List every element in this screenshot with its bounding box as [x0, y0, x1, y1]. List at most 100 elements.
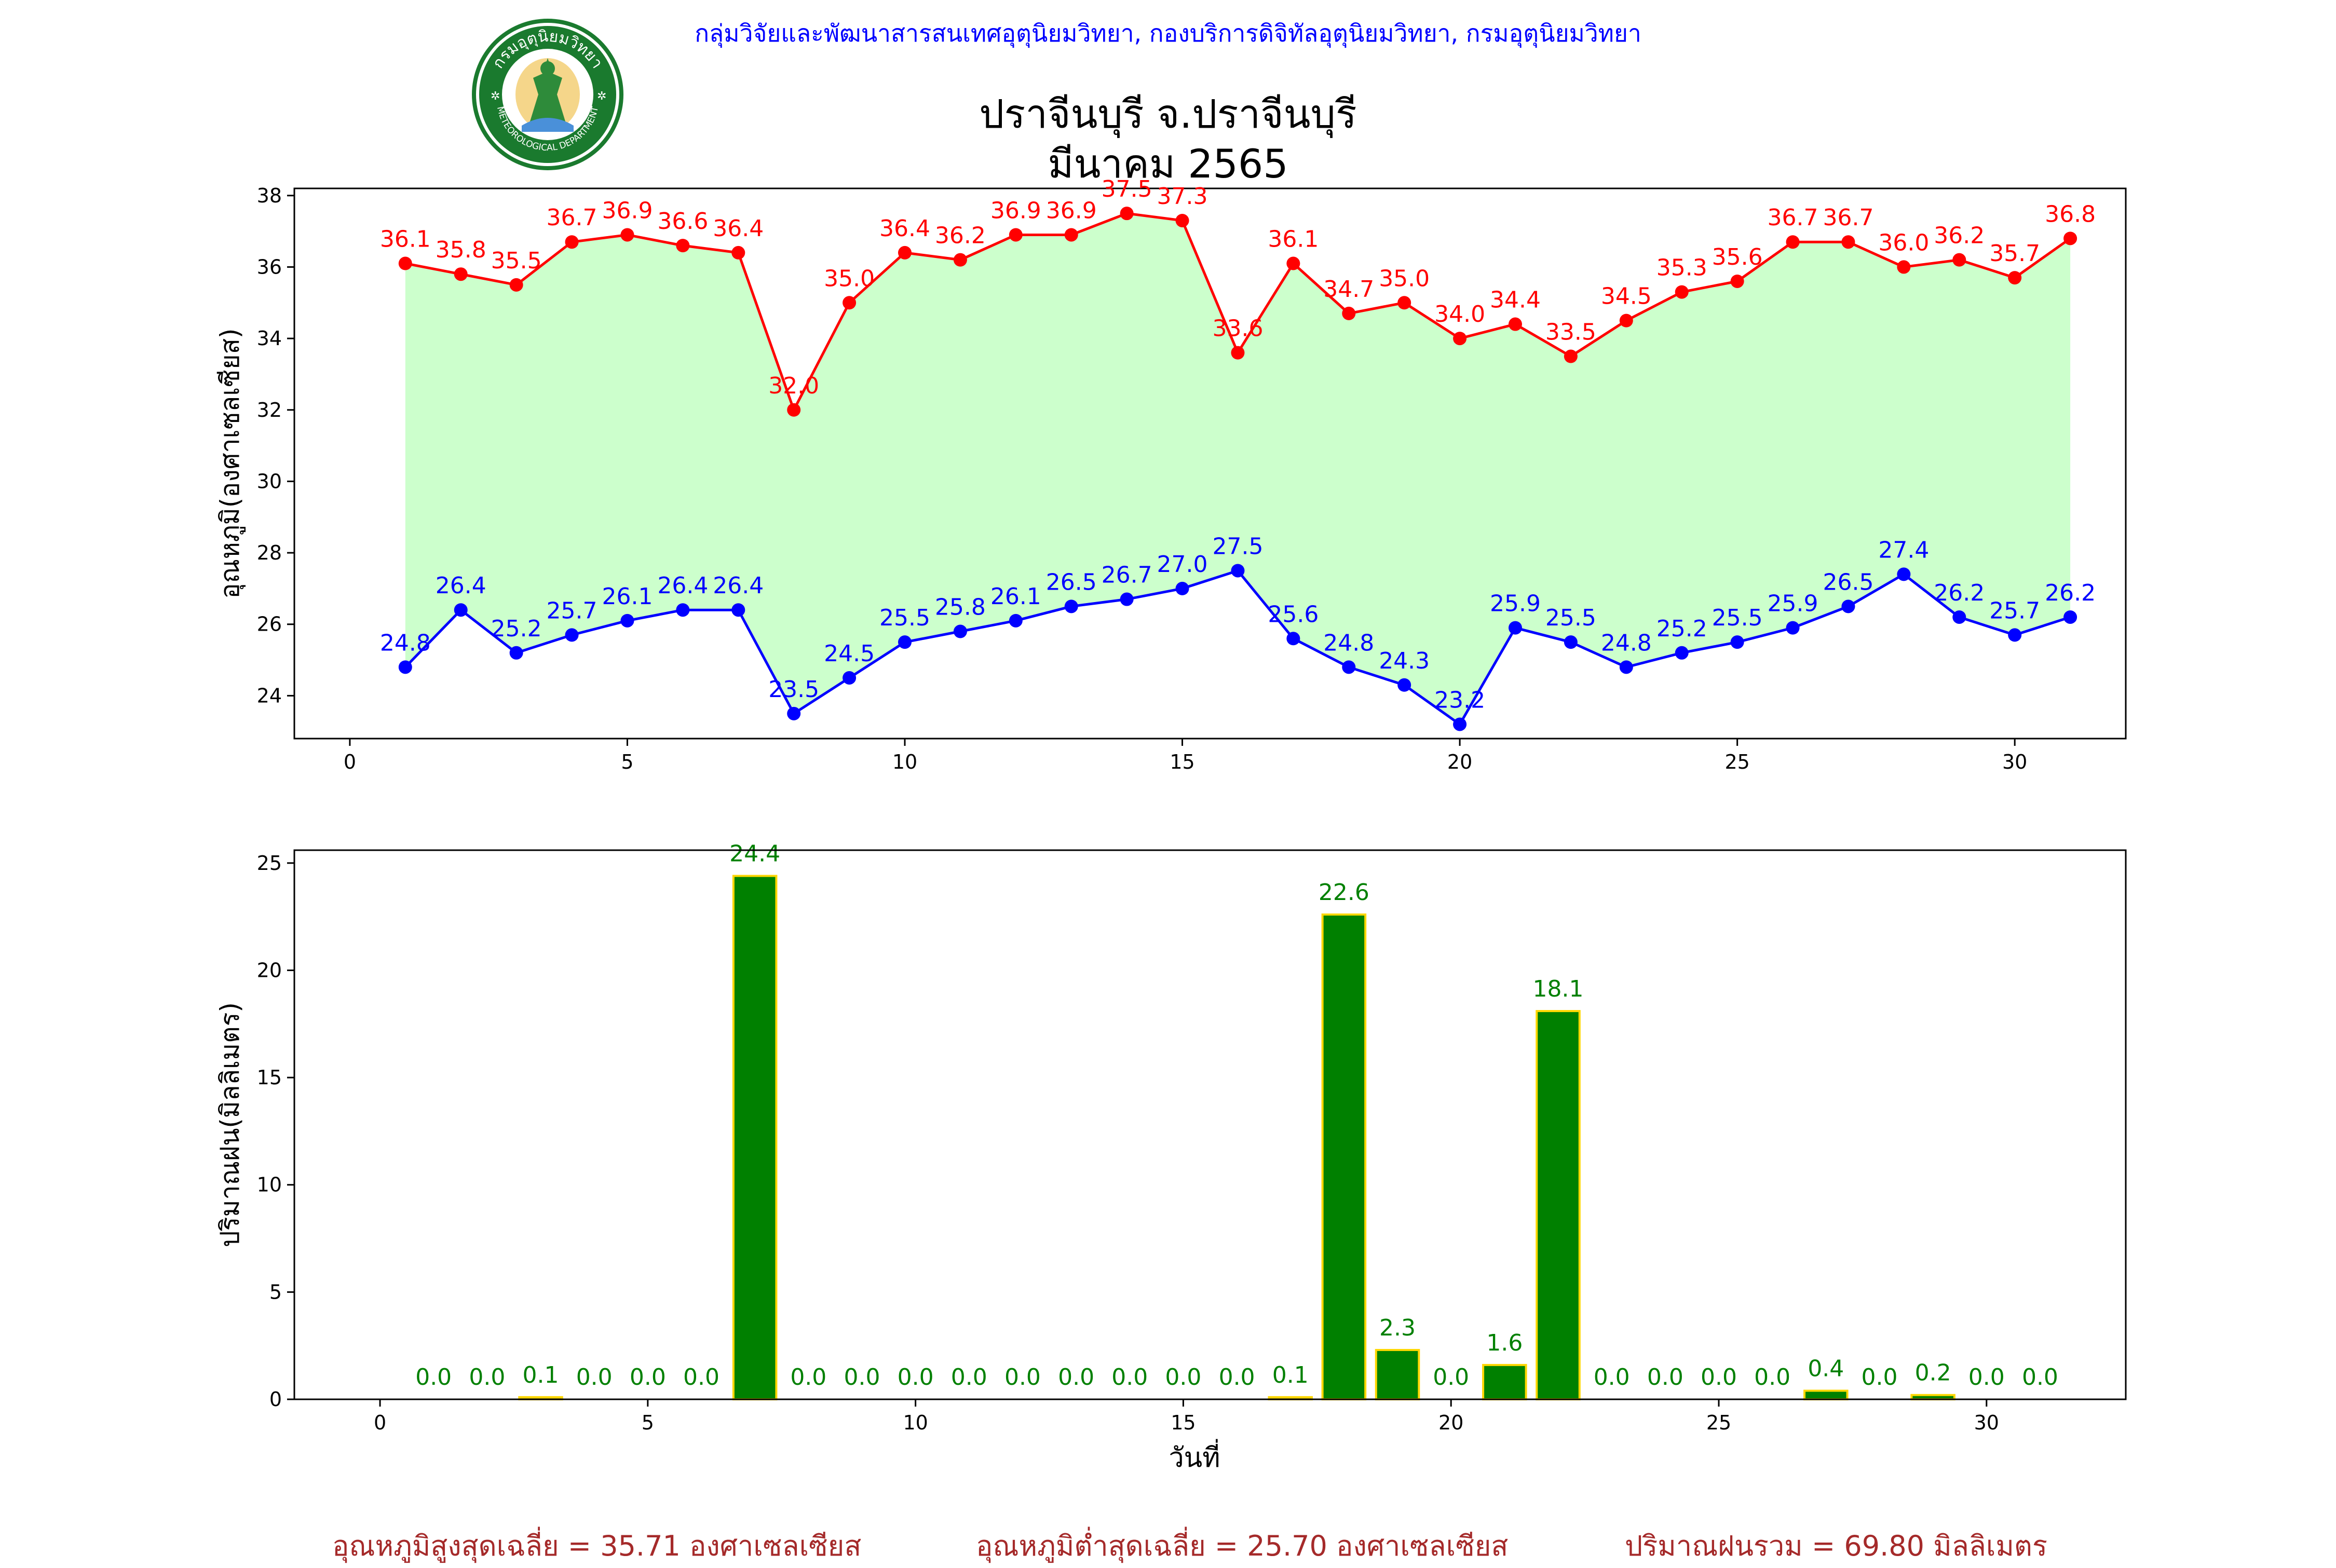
min-temp-data-label: 26.5 — [1046, 569, 1097, 595]
max-temp-data-label: 35.7 — [1989, 240, 2040, 267]
min-temp-data-label: 24.8 — [380, 630, 431, 656]
max-temp-data-label: 36.2 — [935, 223, 986, 249]
min-temp-point — [1730, 635, 1744, 649]
min-temp-point — [843, 671, 857, 685]
max-temp-point — [1453, 332, 1467, 346]
min-temp-point — [676, 603, 690, 617]
rain-y-tick-label: 0 — [269, 1388, 282, 1411]
min-temp-data-label: 25.2 — [1656, 616, 1707, 642]
max-temp-data-label: 37.5 — [1102, 176, 1152, 202]
rain-y-axis-label: ปริมาณฝน(มิลลิเมตร) — [215, 1002, 245, 1247]
max-temp-point — [1064, 228, 1078, 242]
rain-bar — [1482, 1364, 1527, 1400]
min-temp-point — [731, 603, 745, 617]
max-temp-data-label: 35.6 — [1712, 244, 1763, 270]
max-temp-point — [731, 246, 745, 260]
max-temp-point — [1120, 207, 1134, 221]
max-temp-data-label: 37.3 — [1157, 183, 1208, 210]
max-temp-point — [1786, 235, 1800, 249]
max-temp-data-label: 34.4 — [1490, 287, 1541, 313]
temperature-plot-frame — [293, 187, 2127, 740]
rain-data-label: 22.6 — [1319, 879, 1369, 906]
max-temp-point — [787, 403, 801, 417]
min-temp-data-label: 24.3 — [1379, 648, 1430, 674]
min-temp-data-label: 25.7 — [547, 597, 597, 624]
min-temp-point — [1509, 621, 1522, 635]
max-temp-data-label: 36.4 — [879, 215, 930, 242]
min-temp-point — [454, 603, 468, 617]
rain-data-label: 0.0 — [1433, 1364, 1469, 1390]
rain-plot-frame — [293, 849, 2127, 1400]
max-temp-data-label: 35.5 — [491, 248, 542, 274]
rain-x-tick-label: 10 — [903, 1411, 928, 1434]
rain-data-label: 2.3 — [1379, 1315, 1416, 1341]
rain-data-label: 0.0 — [1058, 1364, 1094, 1390]
summary-total-rain: ปริมาณฝนรวม = 69.80 มิลลิเมตร — [1625, 1530, 2048, 1562]
rain-x-axis-label: วันที่ — [1169, 1439, 1220, 1474]
max-temp-point — [1675, 285, 1689, 299]
min-temp-data-label: 26.4 — [713, 572, 764, 599]
rain-bar — [1536, 1010, 1581, 1400]
temp-y-axis-label: อุณหภูมิ(องศาเซลเซียส) — [215, 328, 246, 598]
max-temp-point — [1897, 260, 1911, 274]
min-temp-data-label: 27.4 — [1878, 537, 1929, 563]
rain-y-tick-label: 15 — [257, 1066, 282, 1089]
min-temp-data-label: 24.8 — [1323, 630, 1374, 656]
rain-data-label: 0.0 — [683, 1364, 719, 1390]
rain-x-tick-label: 5 — [642, 1411, 654, 1434]
max-temp-data-label: 36.7 — [1823, 204, 1873, 231]
max-temp-data-label: 36.7 — [1768, 204, 1818, 231]
min-temp-point — [1841, 599, 1855, 613]
rain-bar — [732, 875, 778, 1400]
max-temp-data-label: 36.9 — [602, 197, 653, 224]
min-temp-point — [1619, 660, 1633, 674]
min-temp-point — [1286, 632, 1300, 646]
max-temp-data-label: 34.5 — [1601, 283, 1652, 310]
min-temp-data-label: 24.5 — [824, 640, 875, 667]
min-temp-data-label: 26.2 — [2045, 580, 2096, 606]
min-temp-data-label: 27.0 — [1157, 551, 1208, 578]
max-temp-data-label: 36.7 — [547, 204, 597, 231]
rain-bar — [1321, 913, 1367, 1400]
max-temp-data-label: 35.8 — [436, 237, 486, 263]
max-temp-data-label: 36.6 — [657, 208, 708, 235]
max-temp-point — [1841, 235, 1855, 249]
max-temp-data-label: 33.6 — [1212, 316, 1263, 342]
min-temp-data-label: 25.8 — [935, 594, 986, 621]
min-temp-point — [898, 635, 912, 649]
min-temp-point — [1397, 678, 1411, 692]
max-temp-point — [454, 267, 468, 281]
rain-data-label: 0.0 — [1968, 1364, 2005, 1390]
max-temp-data-label: 36.9 — [990, 197, 1041, 224]
rain-x-tick-label: 15 — [1171, 1411, 1196, 1434]
min-temp-data-label: 23.2 — [1434, 687, 1485, 713]
min-temp-data-label: 26.1 — [990, 583, 1041, 610]
min-temp-data-label: 27.5 — [1212, 533, 1263, 560]
max-temp-data-label: 36.9 — [1046, 197, 1097, 224]
max-temp-data-label: 33.5 — [1545, 319, 1596, 346]
min-temp-point — [1897, 567, 1911, 581]
max-temp-point — [620, 228, 634, 242]
temp-x-tick-label: 30 — [2002, 751, 2027, 773]
max-temp-point — [1619, 313, 1633, 328]
temp-y-tick-label: 30 — [257, 470, 282, 493]
min-temp-point — [1120, 592, 1134, 606]
max-temp-data-label: 34.0 — [1434, 301, 1485, 328]
min-temp-data-label: 26.5 — [1823, 569, 1873, 595]
rain-data-label: 0.0 — [576, 1364, 613, 1390]
rain-x-tick-label: 30 — [1974, 1411, 1999, 1434]
chart-title-station: ปราจีนบุรี จ.ปราจีนบุรี — [979, 91, 1357, 137]
meteorological-department-logo: กรมอุตุนิยมวิทยา METEOROLOGICAL DEPARTME… — [472, 19, 623, 170]
temp-y-tick-label: 38 — [257, 184, 282, 207]
rain-data-label: 0.1 — [523, 1362, 559, 1388]
min-temp-data-label: 25.6 — [1268, 601, 1319, 628]
min-temp-point — [1786, 621, 1800, 635]
min-temp-data-label: 26.2 — [1934, 580, 1985, 606]
max-temp-point — [1009, 228, 1023, 242]
max-temp-point — [2008, 271, 2022, 285]
summary-avg-min: อุณหภูมิต่ำสุดเฉลี่ย = 25.70 องศาเซลเซีย… — [976, 1530, 1509, 1562]
min-temp-point — [953, 624, 967, 638]
min-temp-point — [1175, 581, 1189, 595]
rain-data-label: 0.0 — [1219, 1364, 1255, 1390]
min-temp-point — [1231, 564, 1245, 578]
